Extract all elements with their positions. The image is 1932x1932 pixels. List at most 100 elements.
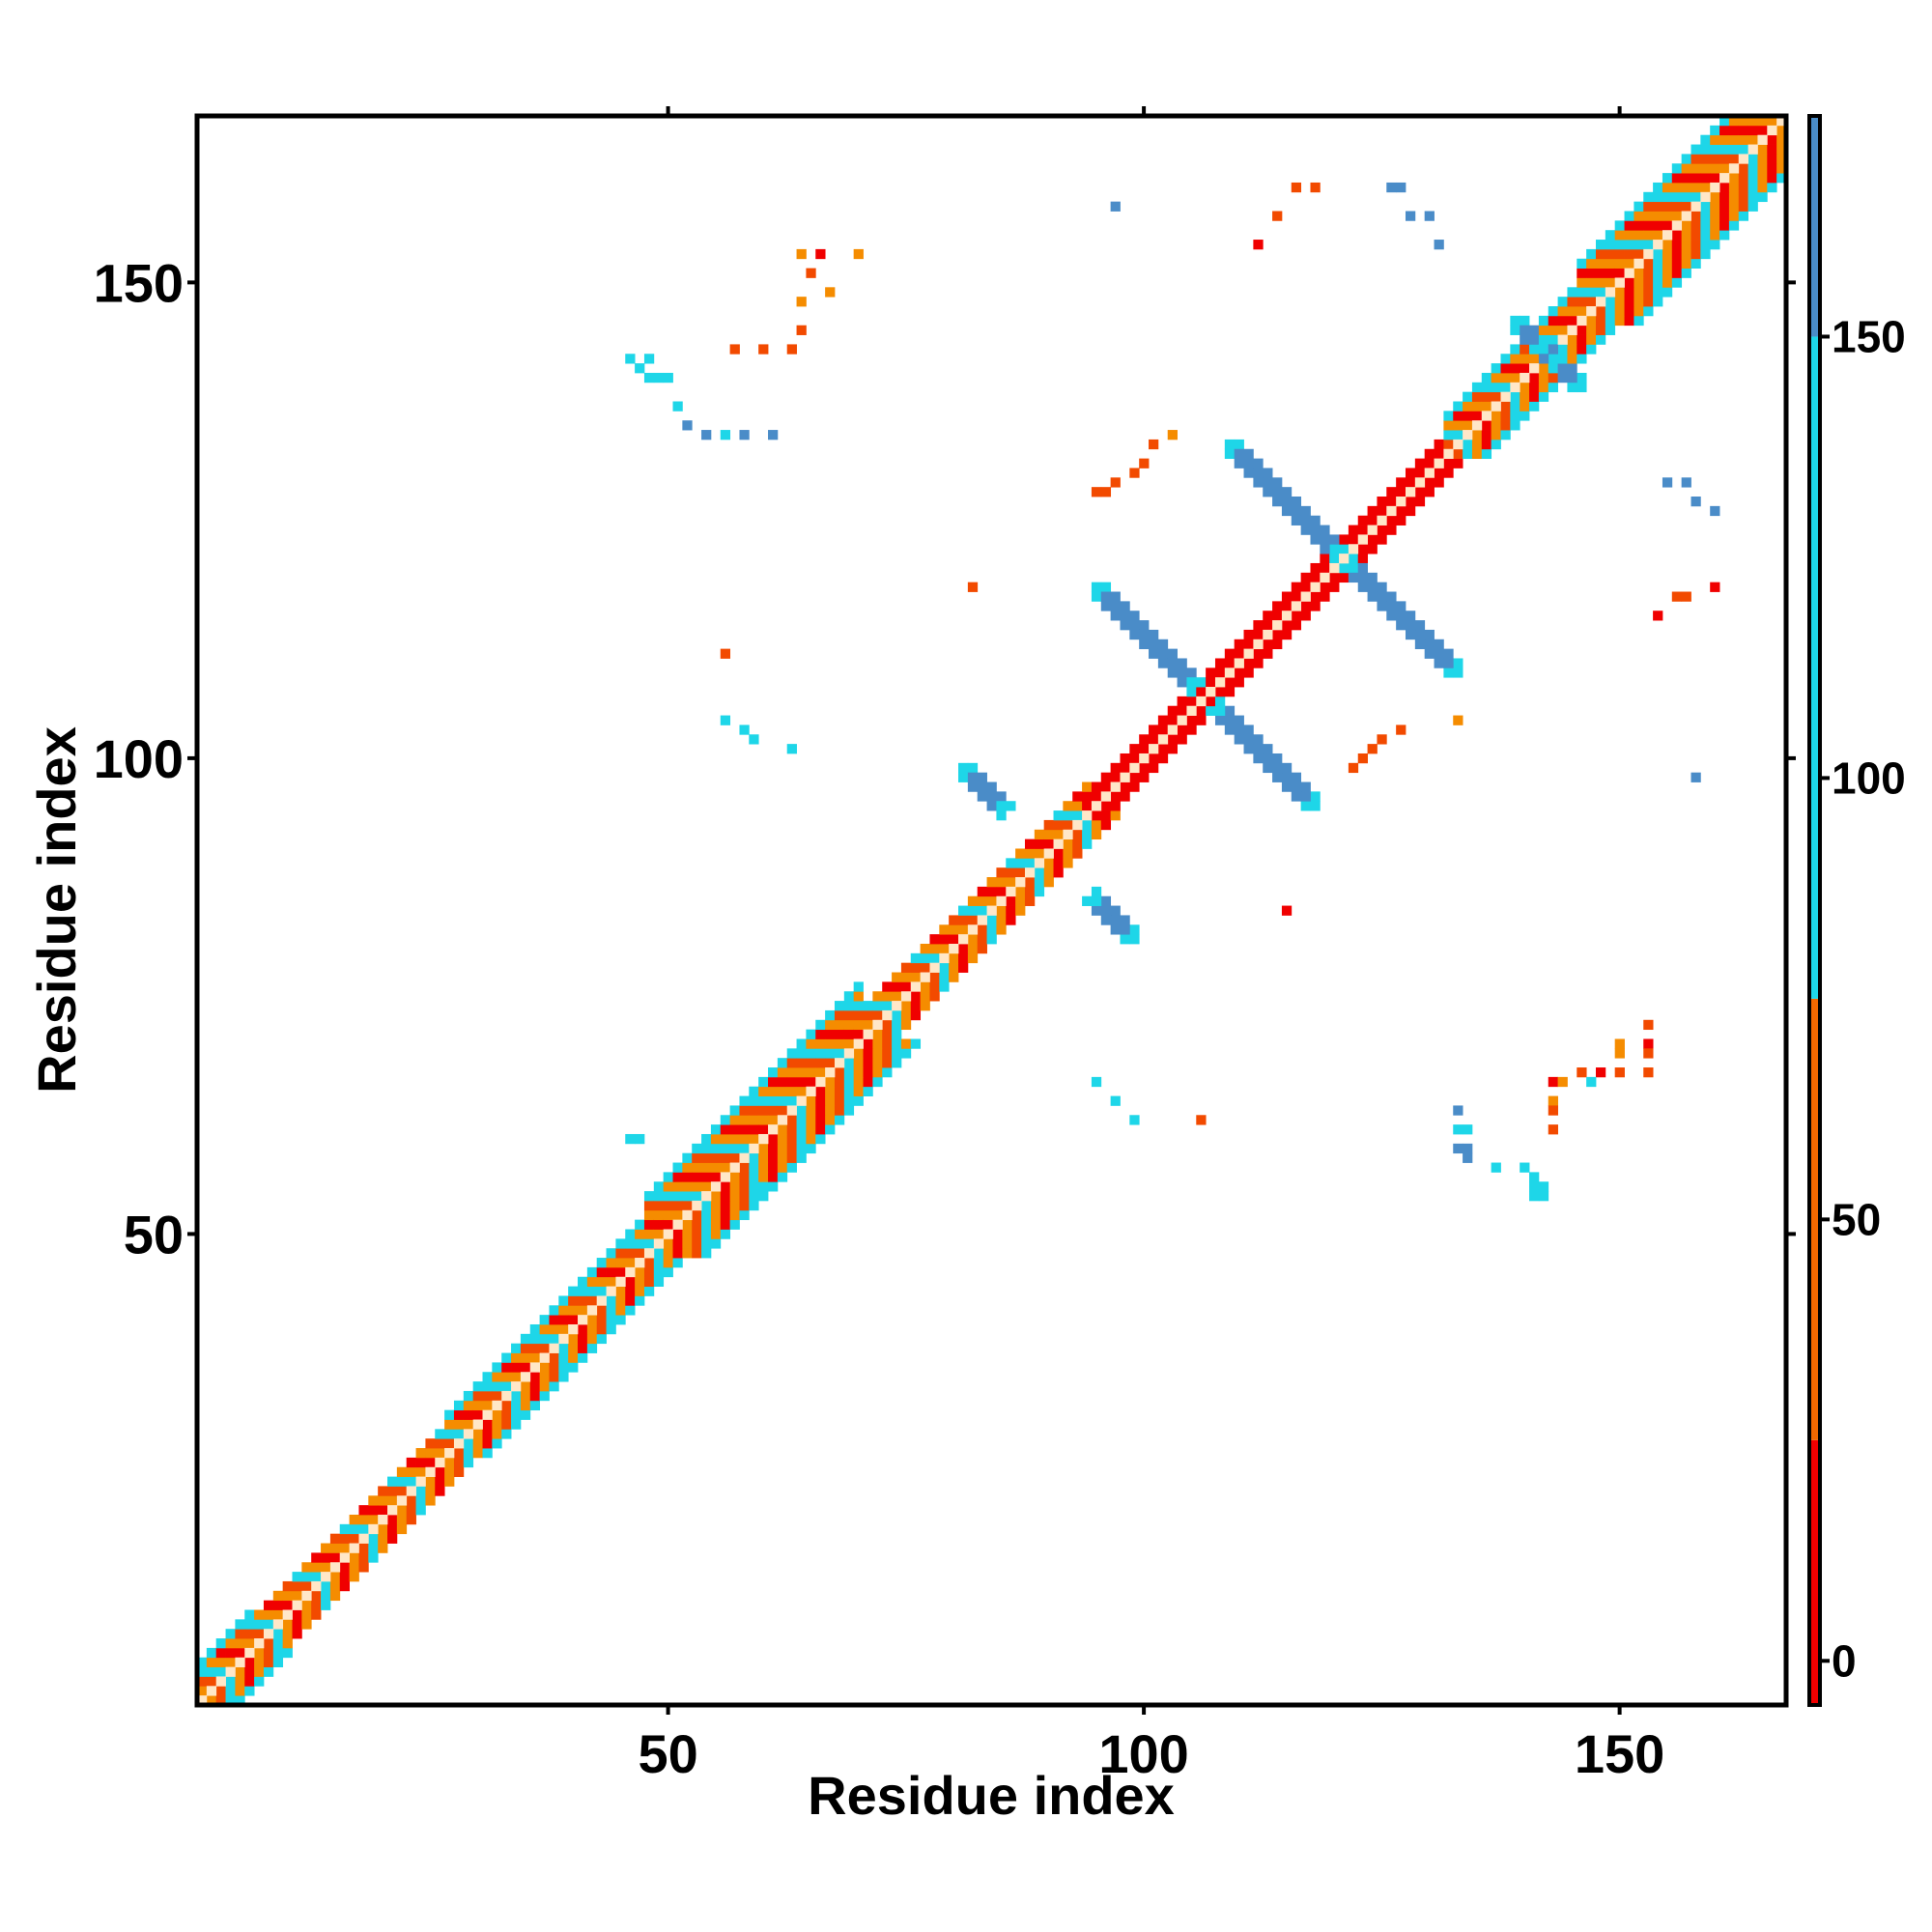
heatmap-cell — [1443, 658, 1454, 668]
heatmap-cell — [1100, 819, 1112, 831]
heatmap-cell — [235, 1629, 245, 1639]
heatmap-cell — [710, 1124, 722, 1135]
heatmap-cell — [1567, 297, 1577, 307]
heatmap-cell — [692, 1229, 702, 1239]
heatmap-cell — [1214, 668, 1226, 678]
heatmap-cell — [1272, 601, 1283, 611]
heatmap-cell — [1728, 220, 1740, 231]
heatmap-cell — [272, 1638, 284, 1649]
heatmap-cell — [578, 1305, 588, 1316]
heatmap-cell — [910, 952, 922, 964]
heatmap-cell — [720, 1191, 731, 1202]
heatmap-cell — [292, 1609, 302, 1620]
heatmap-cell — [806, 1038, 816, 1049]
heatmap-cell — [329, 1533, 341, 1544]
heatmap-cell — [1053, 819, 1064, 831]
heatmap-cell — [1091, 781, 1102, 792]
heatmap-cell — [1557, 363, 1568, 374]
heatmap-cell — [1100, 487, 1112, 497]
heatmap-cell — [777, 1105, 788, 1116]
heatmap-cell — [1281, 620, 1293, 631]
heatmap-cell — [625, 1229, 636, 1239]
heatmap-cell — [1396, 601, 1406, 611]
heatmap-cell — [606, 1286, 616, 1296]
heatmap-cell — [1710, 173, 1720, 184]
heatmap-cell — [1757, 173, 1768, 184]
heatmap-cell — [1120, 934, 1130, 945]
heatmap-cell — [1662, 201, 1673, 212]
heatmap-cell — [720, 1219, 731, 1230]
heatmap-cell — [967, 582, 979, 592]
heatmap-cell — [1710, 134, 1720, 145]
heatmap-cell — [1063, 829, 1073, 840]
heatmap-cell — [1690, 258, 1701, 269]
heatmap-cell — [1357, 562, 1368, 574]
heatmap-cell — [349, 1514, 359, 1525]
heatmap-cell — [272, 1619, 284, 1630]
heatmap-cell — [806, 1048, 816, 1059]
heatmap-cell — [329, 1543, 341, 1553]
heatmap-cell — [1110, 762, 1121, 774]
heatmap-cell — [1529, 382, 1540, 393]
heatmap-cell — [1662, 230, 1673, 241]
heatmap-cell — [806, 268, 816, 278]
heatmap-cell — [682, 1152, 693, 1163]
heatmap-cell — [492, 1362, 502, 1373]
heatmap-cell — [1653, 277, 1663, 288]
heatmap-cell — [606, 1323, 616, 1335]
heatmap-cell — [578, 1333, 588, 1345]
heatmap-cell — [225, 1638, 236, 1649]
heatmap-cell — [358, 1505, 369, 1516]
heatmap-cell — [900, 962, 912, 973]
heatmap-cell — [1700, 230, 1711, 241]
heatmap-cell — [929, 952, 940, 964]
heatmap-cell — [1634, 277, 1644, 288]
heatmap-cell — [1006, 877, 1016, 888]
heatmap-cell — [635, 1248, 645, 1259]
heatmap-cell — [958, 905, 969, 916]
heatmap-cell — [1747, 182, 1758, 193]
heatmap-cell — [387, 1514, 398, 1525]
heatmap-cell — [1320, 534, 1330, 545]
heatmap-cell — [1320, 554, 1330, 564]
heatmap-cell — [749, 1095, 759, 1106]
heatmap-cell — [1177, 734, 1187, 745]
heatmap-cell — [996, 905, 1007, 916]
heatmap-cell — [949, 934, 959, 945]
heatmap-cell — [768, 1124, 779, 1135]
heatmap-cell — [796, 1067, 807, 1078]
heatmap-cell — [1681, 173, 1691, 184]
heatmap-cell — [1453, 411, 1463, 421]
heatmap-cell — [892, 1038, 902, 1049]
heatmap-cell — [729, 1181, 740, 1192]
heatmap-cell — [1776, 134, 1787, 145]
heatmap-cell — [853, 1058, 864, 1068]
heatmap-cell — [292, 1572, 302, 1582]
heatmap-cell — [1100, 905, 1112, 916]
heatmap-cell — [378, 1543, 388, 1553]
heatmap-cell — [749, 1172, 759, 1182]
heatmap-cell — [472, 1390, 483, 1402]
heatmap-cell — [321, 1572, 331, 1582]
heatmap-cell — [635, 1133, 645, 1145]
heatmap-cell — [1177, 715, 1187, 725]
heatmap-cell — [815, 1124, 826, 1135]
heatmap-cell — [215, 1647, 226, 1659]
heatmap-cell — [1339, 534, 1350, 545]
heatmap-cell — [1263, 753, 1273, 764]
heatmap-cell — [1653, 211, 1663, 221]
heatmap-cell — [1272, 611, 1283, 621]
y-axis-label: Residue index — [26, 726, 87, 1094]
heatmap-cell — [482, 1390, 493, 1402]
heatmap-cell — [729, 1105, 740, 1116]
heatmap-cell — [882, 991, 893, 1002]
heatmap-cell — [1624, 240, 1634, 250]
heatmap-cell — [635, 1219, 645, 1230]
heatmap-cell — [1624, 230, 1634, 241]
heatmap-cell — [1747, 191, 1758, 203]
heatmap-cell — [920, 962, 930, 973]
heatmap-cell — [1129, 762, 1140, 774]
heatmap-cell — [768, 1162, 779, 1173]
heatmap-cell — [1272, 620, 1283, 631]
